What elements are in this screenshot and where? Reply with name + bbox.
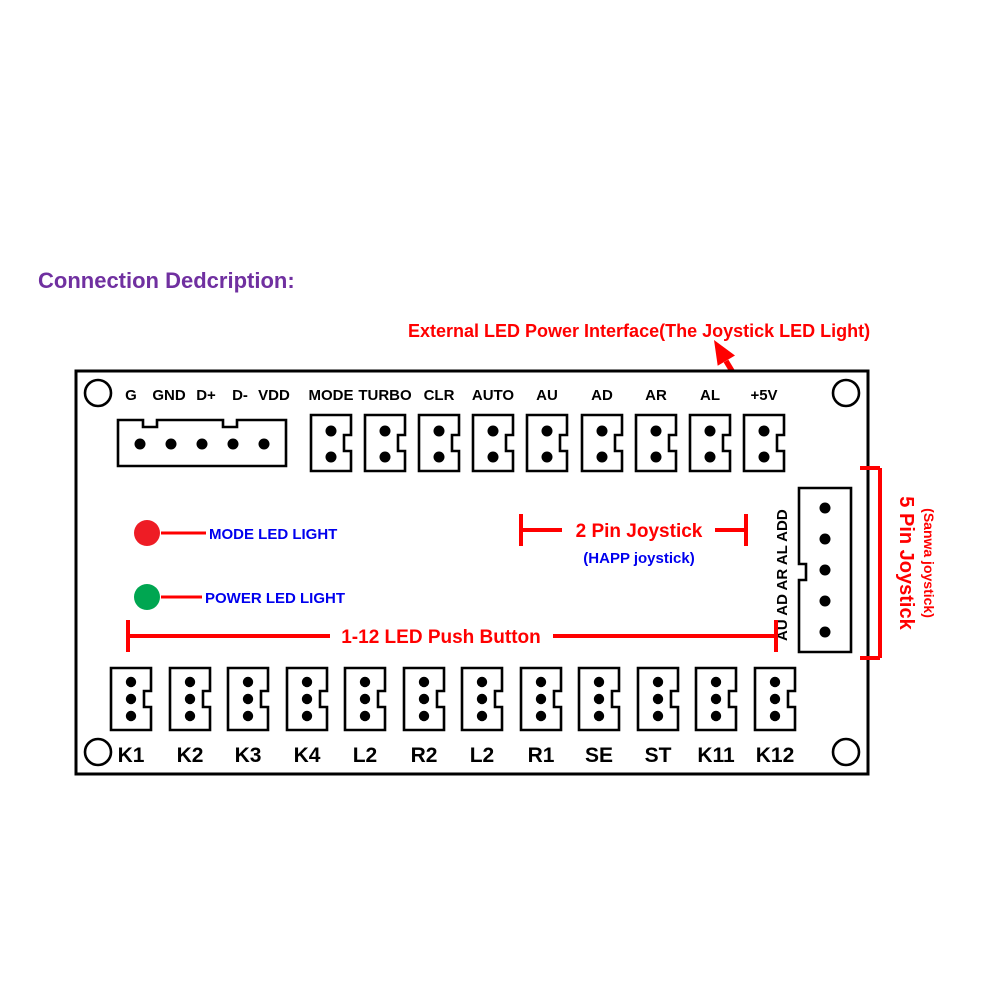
pushbutton-label: 1-12 LED Push Button bbox=[341, 627, 541, 648]
mode-led-label: MODE LED LIGHT bbox=[209, 526, 337, 543]
mounting-hole bbox=[831, 378, 861, 408]
top-connector-label: +5V bbox=[750, 387, 777, 404]
usb-pin-label: G bbox=[125, 387, 137, 404]
bottom-connector-label: SE bbox=[585, 744, 613, 767]
bottom-connector-label: K3 bbox=[235, 744, 262, 767]
annotation-external-led-power: External LED Power Interface(The Joystic… bbox=[408, 321, 870, 341]
connector-3pin-st bbox=[636, 666, 680, 732]
connector-3pin-k11 bbox=[694, 666, 738, 732]
usb-header-connector bbox=[116, 418, 288, 468]
joystick5pin-side-label-big: 5 Pin Joystick bbox=[895, 496, 917, 630]
connector-2pin-auto bbox=[471, 413, 515, 473]
mounting-hole bbox=[83, 378, 113, 408]
top-connector-label: AD bbox=[591, 387, 613, 404]
joystick5pin-side-label-small: (Sanwa joystick) bbox=[921, 508, 937, 618]
bottom-connector-label: K2 bbox=[177, 744, 204, 767]
bottom-connector-label: R2 bbox=[411, 744, 438, 767]
bottom-connector-label: L2 bbox=[470, 744, 495, 767]
connector-3pin-k3 bbox=[226, 666, 270, 732]
mode-led-icon bbox=[134, 520, 160, 546]
connector-3pin-k2 bbox=[168, 666, 212, 732]
top-connector-label: CLR bbox=[424, 387, 455, 404]
connector-2pin-ad bbox=[580, 413, 624, 473]
connector-3pin-l2 bbox=[343, 666, 387, 732]
bottom-connector-label: K11 bbox=[697, 744, 735, 767]
top-connector-label: AR bbox=[645, 387, 667, 404]
connector-2pin-au bbox=[525, 413, 569, 473]
connector-3pin-r1 bbox=[519, 666, 563, 732]
joystick5pin-pin-labels: AU AD AR AL ADD bbox=[774, 509, 791, 641]
connector-3pin-r2 bbox=[402, 666, 446, 732]
usb-pin-label: D+ bbox=[196, 387, 216, 404]
connector-3pin-l2b bbox=[460, 666, 504, 732]
top-connector-label: MODE bbox=[309, 387, 354, 404]
annotation-arrow-head-icon bbox=[714, 340, 735, 366]
bottom-connector-label: K1 bbox=[118, 744, 145, 767]
connector-5pin-sanwa bbox=[797, 486, 853, 654]
bottom-connector-label: R1 bbox=[528, 744, 555, 767]
connector-3pin-k4 bbox=[285, 666, 329, 732]
usb-pin-label: GND bbox=[152, 387, 186, 404]
usb-pin-label: VDD bbox=[258, 387, 290, 404]
top-connector-label: AUTO bbox=[472, 387, 515, 404]
connector-2pin-turbo bbox=[363, 413, 407, 473]
connector-2pin-clr bbox=[417, 413, 461, 473]
power-led-label: POWER LED LIGHT bbox=[205, 590, 345, 607]
bottom-connector-label: ST bbox=[645, 744, 672, 767]
joystick2pin-subtitle: (HAPP joystick) bbox=[583, 550, 694, 567]
joystick2pin-title: 2 Pin Joystick bbox=[576, 521, 703, 542]
bottom-connector-label: L2 bbox=[353, 744, 378, 767]
mounting-hole bbox=[831, 737, 861, 767]
connector-3pin-k1 bbox=[109, 666, 153, 732]
connector-2pin-ar bbox=[634, 413, 678, 473]
connector-2pin-mode bbox=[309, 413, 353, 473]
page-title: Connection Dedcription: bbox=[38, 268, 295, 293]
top-connector-label: AL bbox=[700, 387, 720, 404]
connector-2pin-al bbox=[688, 413, 732, 473]
mounting-hole bbox=[83, 737, 113, 767]
connector-3pin-k12 bbox=[753, 666, 797, 732]
connector-3pin-se bbox=[577, 666, 621, 732]
bottom-connector-label: K12 bbox=[756, 744, 795, 767]
connector-2pin-5v bbox=[742, 413, 786, 473]
top-connector-label: AU bbox=[536, 387, 558, 404]
top-connector-label: TURBO bbox=[358, 387, 412, 404]
usb-pin-label: D- bbox=[232, 387, 248, 404]
power-led-icon bbox=[134, 584, 160, 610]
bottom-connector-label: K4 bbox=[294, 744, 321, 767]
